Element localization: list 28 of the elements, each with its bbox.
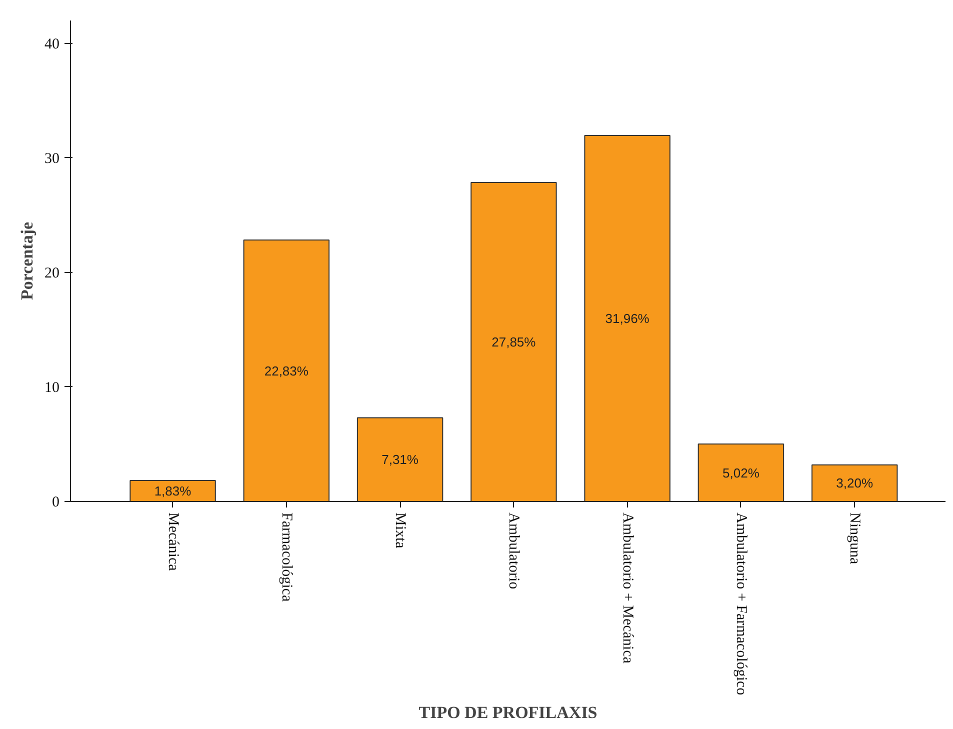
- y-tick-label: 30: [44, 150, 60, 167]
- bar: [356, 417, 444, 502]
- data-label: 3,20%: [836, 476, 874, 491]
- data-label: 31,96%: [605, 310, 650, 326]
- x-tick-label: Mixta: [392, 512, 408, 549]
- y-axis-title: Porcentaje: [18, 222, 36, 300]
- bar: [811, 464, 898, 502]
- data-label: 7,31%: [382, 452, 419, 468]
- x-tick-label: Ambulatorio + Farmacológico: [732, 512, 749, 696]
- x-axis-title: TIPO DE PROFILAXIS: [418, 703, 598, 722]
- bar: [470, 182, 557, 502]
- x-tick-label: Farmacológica: [278, 512, 294, 602]
- data-label: 1,83%: [154, 484, 192, 499]
- bar: [698, 444, 784, 502]
- bar: [584, 134, 670, 502]
- data-label: 5,02%: [722, 465, 760, 480]
- bar: [130, 480, 216, 502]
- y-tick-label: 10: [44, 380, 60, 396]
- y-tick-label: 20: [44, 265, 60, 282]
- x-tick-label: Ambulatorio: [506, 512, 522, 590]
- x-tick-label: Ninguna: [846, 512, 863, 564]
- x-tick-label: Mecánica: [164, 512, 181, 572]
- x-tick-label: Ambulatorio + Mecánica: [619, 512, 636, 664]
- data-label: 22,83%: [264, 363, 309, 378]
- y-tick-label: 40: [44, 36, 60, 52]
- data-label: 27,85%: [492, 334, 536, 350]
- y-tick-label: 0: [52, 494, 60, 510]
- bar: [243, 240, 330, 502]
